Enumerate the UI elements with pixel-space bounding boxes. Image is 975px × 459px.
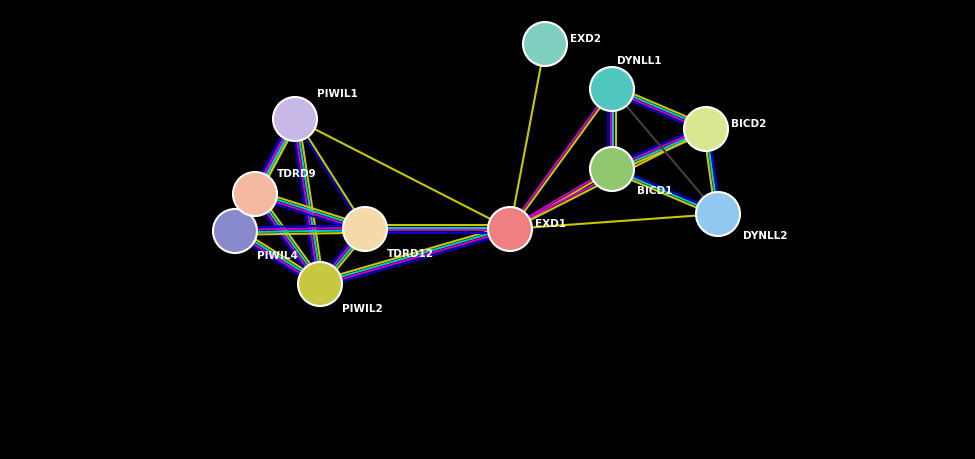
Circle shape — [590, 67, 634, 111]
Circle shape — [298, 262, 342, 306]
Circle shape — [523, 22, 567, 66]
Text: TDRD9: TDRD9 — [277, 169, 317, 179]
Circle shape — [590, 147, 634, 191]
Text: DYNLL2: DYNLL2 — [743, 231, 788, 241]
Text: EXD1: EXD1 — [535, 219, 566, 229]
Text: BICD1: BICD1 — [637, 186, 673, 196]
Text: TDRD12: TDRD12 — [387, 249, 434, 259]
Circle shape — [488, 207, 532, 251]
Text: PIWIL1: PIWIL1 — [317, 89, 358, 99]
Text: DYNLL1: DYNLL1 — [617, 56, 661, 66]
Circle shape — [273, 97, 317, 141]
Circle shape — [343, 207, 387, 251]
Circle shape — [684, 107, 728, 151]
Circle shape — [233, 172, 277, 216]
Text: PIWIL4: PIWIL4 — [257, 251, 298, 261]
Text: BICD2: BICD2 — [731, 119, 766, 129]
Text: PIWIL2: PIWIL2 — [342, 304, 383, 314]
Circle shape — [696, 192, 740, 236]
Circle shape — [213, 209, 257, 253]
Text: EXD2: EXD2 — [570, 34, 601, 44]
